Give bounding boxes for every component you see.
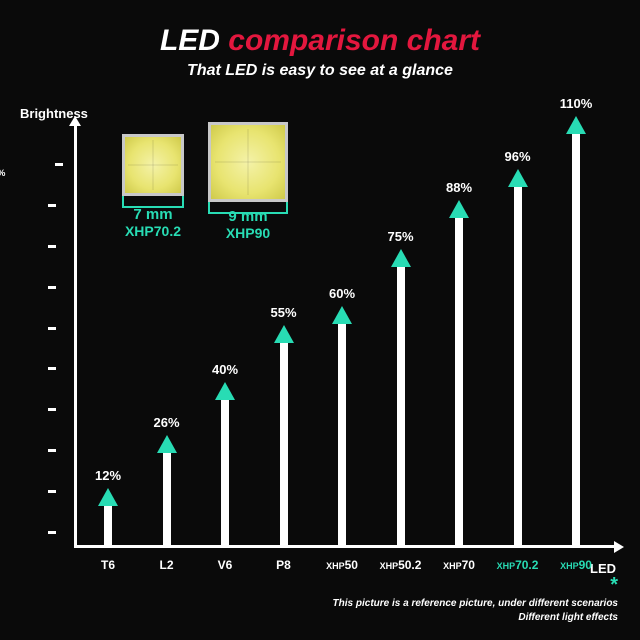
bar-arrow-icon [332, 306, 352, 324]
bar-value-label: 75% [387, 229, 413, 244]
led-size-label: 7 mm [133, 206, 172, 223]
y-tick-mark [48, 286, 56, 289]
x-category-label: XHP70 [443, 558, 475, 572]
bar-value-label: 55% [270, 305, 296, 320]
led-name-label: XHP90 [226, 225, 270, 241]
dimension-bracket-icon [122, 196, 184, 208]
dimension-bracket-icon [208, 202, 288, 214]
bar-arrow-icon [391, 249, 411, 267]
x-category-label: XHP50 [326, 558, 358, 572]
asterisk-icon: * [333, 572, 618, 599]
bar-arrow-icon [215, 382, 235, 400]
plot-area: LED 7 mm XHP70.2 9 mm XHP90 12%T626%L240… [74, 130, 610, 548]
y-tick-mark [48, 531, 56, 534]
led-chip-icon [208, 122, 288, 202]
bar-arrow-icon [508, 169, 528, 187]
y-tick-mark [55, 163, 63, 166]
x-category-label: P8 [276, 558, 291, 572]
y-ticks: 10%20%30%40%50%60%70%80%90%100% [0, 130, 20, 580]
bar-value-label: 96% [504, 149, 530, 164]
title-word-led: LED [160, 24, 220, 57]
y-axis-line [74, 122, 77, 548]
y-tick-mark [48, 204, 56, 207]
y-tick-mark [48, 367, 56, 370]
y-tick: 100% [0, 163, 5, 179]
x-category-label: L2 [159, 558, 173, 572]
x-axis-line [74, 545, 618, 548]
title-word-rest: comparison chart [228, 24, 480, 57]
y-tick-mark [48, 245, 56, 248]
y-tick-mark [48, 327, 56, 330]
x-category-label: XHP90 [560, 558, 592, 572]
bar-arrow-icon [274, 325, 294, 343]
x-category-label: XHP70.2 [497, 558, 539, 572]
x-axis-arrow-icon [614, 541, 624, 553]
bar-value-label: 60% [329, 286, 355, 301]
bar: 88% [455, 214, 463, 548]
y-tick-mark [48, 490, 56, 493]
bar-arrow-icon [449, 200, 469, 218]
y-tick-mark [48, 408, 56, 411]
bar-arrow-icon [98, 488, 118, 506]
bar: 60% [338, 320, 346, 548]
led-photo-xhp90: 9 mm XHP90 [208, 122, 288, 241]
footnote-line: Different light effects [333, 611, 618, 625]
led-chip-icon [122, 134, 184, 196]
y-axis-arrow-icon [69, 116, 81, 126]
x-category-label: V6 [218, 558, 233, 572]
led-photo-xhp70: 7 mm XHP70.2 [122, 134, 184, 239]
y-tick-suffix: % [0, 168, 5, 178]
bar: 75% [397, 263, 405, 548]
bar: 96% [514, 183, 522, 548]
bar-arrow-icon [157, 435, 177, 453]
x-category-label: T6 [101, 558, 115, 572]
chart-area: Brightness 10%20%30%40%50%60%70%80%90%10… [20, 130, 620, 580]
bar-value-label: 12% [95, 468, 121, 483]
bar: 110% [572, 130, 580, 548]
y-tick-mark [48, 449, 56, 452]
bar-value-label: 110% [560, 96, 593, 111]
footnote: * This picture is a reference picture, u… [333, 572, 618, 624]
bar-arrow-icon [566, 116, 586, 134]
bar: 12% [104, 502, 112, 548]
x-category-label: XHP50.2 [380, 558, 422, 572]
bar: 55% [280, 339, 288, 548]
bar-value-label: 88% [446, 180, 472, 195]
bar-value-label: 40% [212, 362, 238, 377]
bar: 26% [163, 449, 171, 548]
subtitle: That LED is easy to see at a glance [0, 62, 640, 80]
bar: 40% [221, 396, 229, 548]
footnote-line: This picture is a reference picture, und… [333, 597, 618, 611]
led-name-label: XHP70.2 [125, 223, 181, 239]
bar-value-label: 26% [153, 415, 179, 430]
